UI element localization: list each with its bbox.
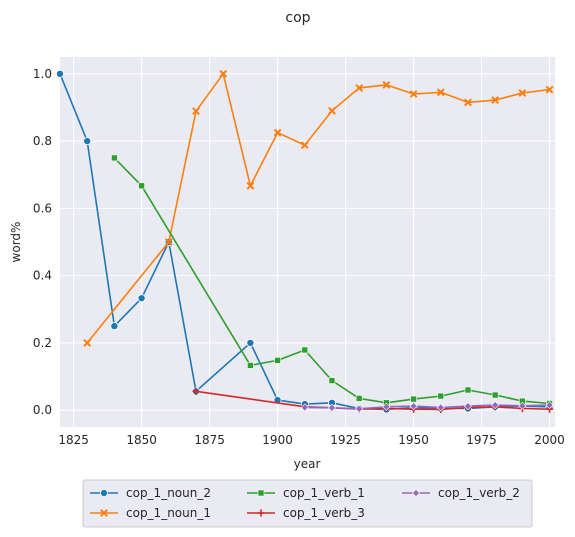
y-tick-label: 0.6 — [33, 201, 52, 215]
legend-entry: cop_1_verb_3 — [247, 506, 365, 520]
data-point — [138, 182, 145, 190]
data-point — [300, 403, 309, 412]
data-point — [491, 96, 500, 104]
data-point — [518, 89, 527, 97]
data-point — [301, 346, 309, 354]
legend-marker — [257, 489, 265, 497]
x-tick-label: 1925 — [330, 433, 361, 447]
x-tick-label: 1950 — [398, 433, 429, 447]
legend-entry: cop_1_verb_1 — [247, 486, 365, 500]
series-line — [86, 73, 550, 344]
data-point — [192, 387, 200, 395]
data-point — [355, 84, 364, 92]
data-point — [246, 338, 255, 347]
y-tick-label: 1.0 — [33, 67, 52, 81]
data-point — [274, 357, 281, 364]
legend-label: cop_1_verb_1 — [283, 486, 365, 500]
series-layer — [56, 69, 554, 414]
data-point — [246, 181, 255, 190]
data-point — [328, 106, 336, 115]
data-point — [545, 85, 554, 94]
series-line — [113, 157, 550, 405]
legend-marker — [257, 509, 265, 517]
data-point — [300, 141, 309, 150]
y-tick-label: 0.4 — [33, 269, 52, 283]
y-axis-label: word% — [9, 222, 23, 263]
data-point — [545, 401, 554, 410]
data-point — [437, 392, 445, 400]
series-line — [304, 404, 550, 410]
data-point — [491, 401, 500, 410]
data-point — [410, 395, 417, 403]
data-point — [219, 69, 228, 78]
x-tick-label: 1900 — [262, 433, 293, 447]
x-tick-label: 1975 — [466, 433, 497, 447]
data-point — [110, 322, 119, 331]
data-point — [409, 90, 418, 98]
data-point — [273, 128, 282, 137]
x-tick-label: 1875 — [194, 433, 225, 447]
x-axis-label: year — [294, 457, 321, 471]
data-point — [327, 403, 337, 412]
data-point — [491, 391, 499, 399]
y-tick-label: 0.8 — [33, 134, 52, 148]
data-point — [355, 395, 363, 402]
data-point — [56, 69, 65, 78]
data-point — [382, 402, 391, 411]
data-point — [328, 377, 336, 384]
data-point — [518, 401, 527, 410]
legend-marker — [411, 488, 421, 498]
x-tick-label: 1825 — [58, 433, 89, 447]
legend: cop_1_noun_2 cop_1_noun_1 cop_1_verb_1 cop_… — [82, 479, 533, 528]
data-point — [463, 402, 472, 411]
legend-entry: cop_1_noun_1 — [90, 506, 211, 520]
data-point — [436, 88, 445, 97]
legend-entry: cop_1_verb_2 — [402, 486, 520, 500]
series-cop_1_verb_2 — [300, 401, 554, 413]
data-point — [382, 81, 391, 89]
series-cop_1_verb_1 — [111, 154, 553, 407]
data-point — [409, 402, 418, 411]
x-tick-label: 2000 — [534, 433, 565, 447]
plot-area — [60, 57, 555, 427]
data-point — [83, 137, 92, 146]
legend-box — [82, 479, 533, 528]
data-point — [247, 362, 254, 369]
x-tick-label: 1850 — [126, 433, 157, 447]
chart-title: cop — [285, 10, 310, 26]
y-tick-label: 0.0 — [33, 403, 52, 417]
data-point — [83, 339, 92, 347]
data-point — [464, 98, 472, 107]
data-point — [464, 386, 472, 394]
series-line — [59, 73, 550, 411]
x-ticks: 1825 1850 1875 1900 1925 1950 1975 2000 — [58, 433, 565, 447]
legend-entry: cop_1_noun_2 — [90, 486, 211, 500]
series-cop_1_noun_1 — [83, 69, 554, 347]
y-tick-label: 0.2 — [33, 336, 52, 350]
y-ticks: 0.0 0.2 0.4 0.6 0.8 1.0 — [33, 67, 52, 417]
data-point — [137, 294, 146, 303]
legend-marker — [100, 509, 108, 517]
legend-label: cop_1_noun_1 — [126, 506, 211, 520]
data-point — [111, 154, 118, 162]
data-point — [436, 403, 445, 412]
legend-label: cop_1_noun_2 — [126, 486, 211, 500]
data-point — [164, 238, 173, 246]
data-point — [192, 107, 200, 116]
data-point — [355, 404, 364, 413]
legend-label: cop_1_verb_3 — [283, 506, 365, 520]
legend-label: cop_1_verb_2 — [438, 486, 520, 500]
legend-marker — [100, 488, 109, 497]
